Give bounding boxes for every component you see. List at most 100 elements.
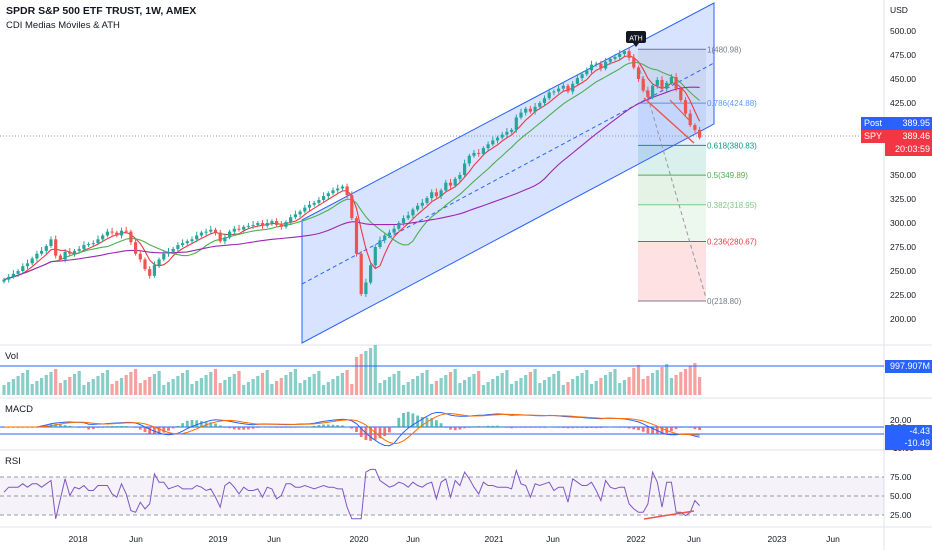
macd-histogram-bar (214, 423, 217, 427)
candle-body (134, 242, 138, 254)
candle-body (425, 198, 429, 203)
macd-histogram-bar (68, 425, 72, 427)
volume-bar (2, 385, 6, 395)
candle-body (589, 64, 594, 71)
candle-body (505, 131, 509, 135)
candle-body (265, 223, 269, 226)
macd-histogram-bar (261, 426, 264, 428)
volume-bar (491, 379, 495, 395)
macd-histogram-bar (279, 427, 283, 428)
time-tick-label: Jun (406, 534, 420, 544)
candle-body (528, 108, 532, 112)
macd-histogram-bar (44, 424, 48, 427)
candle-body (119, 230, 124, 236)
volume-bar (566, 382, 570, 395)
volume-bar (16, 376, 20, 395)
candle-body (655, 79, 659, 86)
candle-body (162, 253, 166, 260)
candle-body (143, 259, 147, 270)
macd-histogram-bar (590, 427, 593, 428)
candle-body (110, 231, 114, 233)
candle-body (552, 91, 556, 93)
macd-histogram-bar (322, 424, 325, 427)
volume-bar (599, 378, 603, 395)
trend-lines (643, 97, 695, 144)
candle-body (91, 243, 95, 245)
ath-marker[interactable]: ATH (626, 31, 646, 47)
volume-bar (477, 371, 481, 395)
candle-body (199, 232, 203, 236)
time-tick-label: 2023 (768, 534, 787, 544)
macd-histogram-bar (693, 427, 697, 430)
macd-histogram-bar (482, 426, 485, 428)
volume-bar (608, 372, 612, 395)
candle-body (448, 182, 453, 186)
candle-body (561, 85, 565, 89)
candle-body (350, 195, 354, 219)
macd-histogram-bar (317, 424, 321, 427)
volume-bar (528, 372, 532, 395)
candle-body (190, 239, 194, 242)
macd-histogram-bar (467, 427, 471, 428)
candle-body (25, 263, 30, 267)
volume-bar (580, 373, 584, 395)
candle-body (524, 108, 528, 113)
candle-body (406, 215, 410, 219)
macd-histogram-bar (298, 426, 302, 428)
macd-histogram-bar (59, 424, 62, 427)
post-price-tag: Post 389.95 (861, 117, 932, 130)
macd-histogram-bar (77, 427, 81, 428)
macd-histogram-bar (63, 425, 67, 427)
macd-histogram-bar (594, 427, 598, 429)
macd-histogram-bar (134, 427, 137, 428)
macd-histogram-bar (237, 427, 241, 430)
volume-bars (2, 345, 702, 395)
macd-histogram-bar (585, 427, 589, 429)
candle-body (21, 266, 25, 271)
macd-histogram-bar (82, 427, 86, 428)
candle-body (533, 106, 537, 112)
volume-bar (275, 381, 279, 395)
fib-level-label: 0.786(424.88) (707, 99, 757, 108)
volume-bar (340, 373, 344, 395)
volume-bar (618, 383, 622, 395)
candle-body (242, 226, 246, 230)
macd-histogram-bar (510, 427, 513, 429)
candle-body (340, 186, 344, 189)
volume-bar (63, 380, 67, 395)
last-price-tag: SPY 389.46 (861, 130, 932, 143)
candle-body (157, 259, 161, 266)
candle-body (152, 265, 156, 276)
volume-bar (265, 370, 269, 395)
candle-body (82, 245, 86, 249)
candle-body (336, 188, 340, 191)
macd-histogram-bar (106, 426, 109, 427)
chart-title[interactable]: SPDR S&P 500 ETF TRUST, 1W, AMEX (6, 5, 197, 17)
macd-histogram-bar (670, 427, 673, 432)
macd-histogram-bar (660, 427, 664, 435)
macd-histogram-bar (632, 427, 636, 430)
moving-average-line (3, 86, 700, 281)
candle-body (510, 129, 514, 132)
candle-body (651, 85, 655, 98)
rsi-line (3, 468, 700, 520)
volume-bar (444, 375, 448, 395)
candle-body (2, 279, 6, 282)
volume-bar (683, 369, 688, 395)
candle-body (63, 251, 67, 260)
macd-histogram-bar (336, 425, 340, 427)
indicator-name[interactable]: CDI Medias Móviles & ATH (6, 20, 120, 31)
candle-body (519, 112, 523, 118)
volume-bar (632, 368, 636, 395)
candle-body (411, 209, 415, 216)
macd-histogram-bar (543, 427, 546, 428)
volume-bar (524, 375, 528, 395)
macd-histogram-bar (576, 427, 579, 428)
volume-bar (646, 376, 650, 395)
candle-body (392, 228, 396, 233)
macd-histogram-bar (129, 426, 133, 428)
fib-level-label: 0.382(318.95) (707, 201, 757, 210)
volume-bar (495, 376, 500, 395)
volume-bar (40, 378, 44, 395)
